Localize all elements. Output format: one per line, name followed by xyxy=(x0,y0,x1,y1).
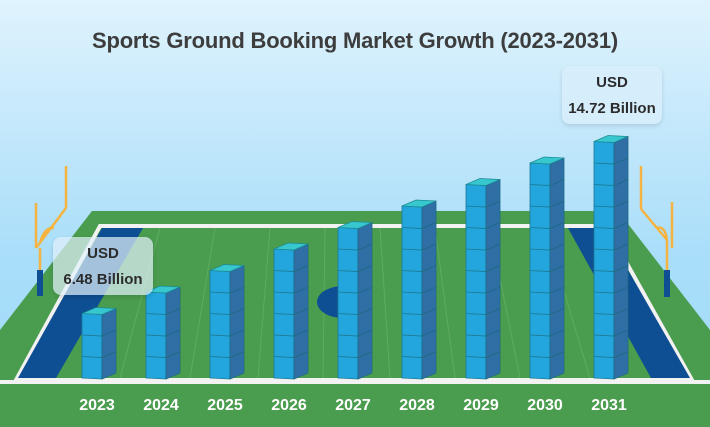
bar-2028 xyxy=(401,199,437,380)
end-currency: USD xyxy=(596,74,628,91)
year-label: 2030 xyxy=(527,397,563,414)
bar-group xyxy=(81,135,629,380)
bar-2026 xyxy=(273,242,309,380)
right-goalpost-icon xyxy=(639,166,674,271)
end-value-callout: USD 14.72 Billion xyxy=(562,66,662,124)
year-label: 2027 xyxy=(335,397,371,414)
year-label: 2023 xyxy=(79,397,115,414)
bar-2030 xyxy=(529,156,565,380)
bar-2025 xyxy=(209,264,245,380)
bar-2027 xyxy=(337,221,373,380)
year-label: 2028 xyxy=(399,397,435,414)
year-label: 2031 xyxy=(591,397,627,414)
start-currency: USD xyxy=(87,245,119,262)
bar-2024 xyxy=(145,285,181,380)
chart-title: Sports Ground Booking Market Growth (202… xyxy=(91,28,619,53)
year-label: 2024 xyxy=(143,397,179,414)
year-label: 2029 xyxy=(463,397,499,414)
bar-2031 xyxy=(593,135,629,380)
left-goalpost-icon xyxy=(34,166,68,272)
bar-2023 xyxy=(81,307,117,380)
bar-2029 xyxy=(465,178,501,380)
year-label: 2026 xyxy=(271,397,307,414)
year-label: 2025 xyxy=(207,397,243,414)
end-value: 14.72 Billion xyxy=(568,100,656,117)
start-value-callout: USD 6.48 Billion xyxy=(53,237,153,295)
start-value: 6.48 Billion xyxy=(63,271,143,288)
